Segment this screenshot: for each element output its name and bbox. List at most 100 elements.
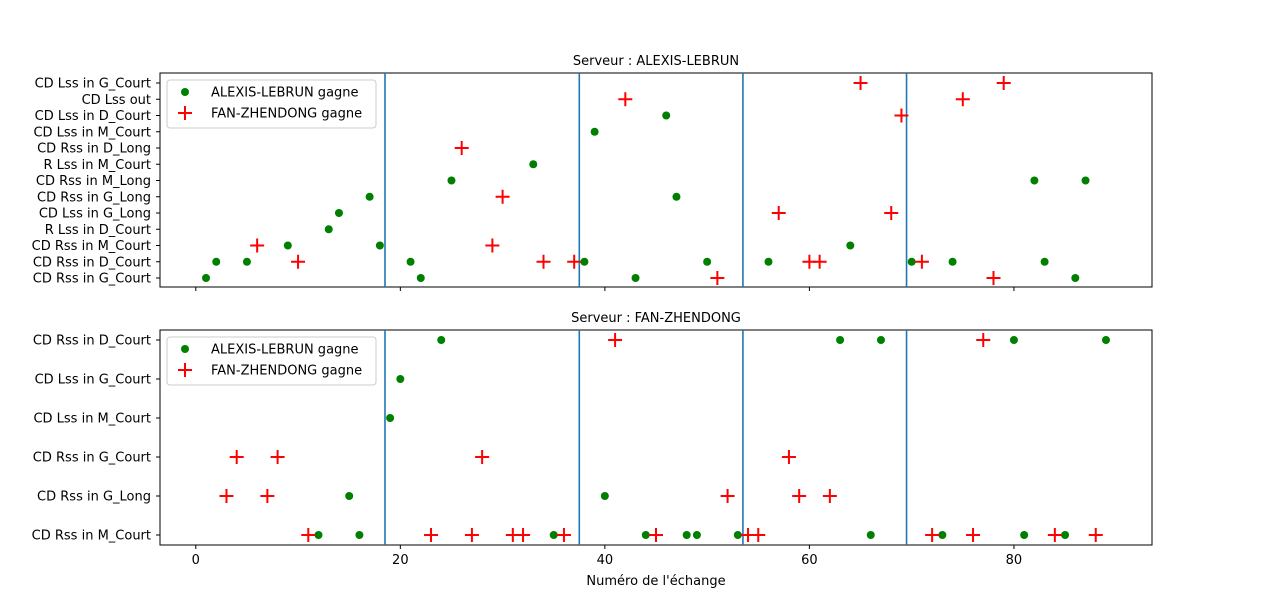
y-tick-label: CD Rss in D_Long (37, 142, 151, 157)
y-tick-label: CD Lss in G_Court (35, 77, 151, 92)
legend-marker-fan-zhendong-gagne (178, 106, 192, 120)
point-alexis-lebrun-gagne (672, 192, 681, 201)
point-alexis-lebrun-gagne (1020, 531, 1029, 539)
point-fan-zhendong-gagne (618, 92, 633, 107)
y-tick-label: CD Rss in M_Court (32, 529, 151, 544)
y-tick-label: R Lss in D_Court (45, 223, 151, 238)
point-alexis-lebrun-gagne (641, 531, 650, 539)
y-tick-label: R Lss in M_Court (44, 158, 152, 173)
point-alexis-lebrun-gagne (662, 111, 671, 120)
point-fan-zhendong-gagne (301, 528, 316, 542)
legend-marker-alexis-lebrun-gagne (181, 88, 189, 96)
point-alexis-lebrun-gagne (345, 492, 354, 500)
x-axis-label: Numéro de l'échange (586, 574, 725, 589)
point-alexis-lebrun-gagne (876, 336, 885, 344)
point-alexis-lebrun-gagne (846, 241, 855, 250)
plot-area: 0 20 40 60 80 CD Rss in M_Court CD Rss in G_Lo… (32, 329, 1153, 568)
point-fan-zhendong-gagne (812, 254, 827, 269)
point-alexis-lebrun-gagne (529, 160, 538, 169)
point-fan-zhendong-gagne (751, 528, 766, 542)
point-alexis-lebrun-gagne (682, 531, 691, 539)
x-tick-label: 60 (801, 553, 818, 568)
point-alexis-lebrun-gagne (365, 192, 374, 201)
point-alexis-lebrun-gagne (406, 257, 415, 266)
point-fan-zhendong-gagne (986, 271, 1001, 285)
y-tick-label: CD Lss in G_Long (39, 207, 151, 222)
point-fan-zhendong-gagne (771, 206, 786, 220)
point-alexis-lebrun-gagne (416, 274, 425, 282)
point-fan-zhendong-gagne (792, 489, 807, 503)
point-fan-zhendong-gagne (914, 254, 929, 269)
point-alexis-lebrun-gagne (386, 414, 395, 422)
legend: ALEXIS-LEBRUN gagne FAN-ZHENDONG gagne (166, 336, 377, 386)
point-alexis-lebrun-gagne (866, 531, 875, 539)
point-fan-zhendong-gagne (464, 528, 479, 542)
point-fan-zhendong-gagne (270, 450, 285, 464)
point-alexis-lebrun-gagne (202, 274, 211, 282)
y-tick-label: CD Lss in D_Court (35, 109, 151, 124)
x-tick-label: 20 (392, 553, 409, 568)
point-fan-zhendong-gagne (649, 528, 663, 542)
point-fan-zhendong-gagne (567, 254, 582, 269)
point-fan-zhendong-gagne (1088, 528, 1103, 542)
point-alexis-lebrun-gagne (590, 127, 599, 136)
point-alexis-lebrun-gagne (703, 257, 712, 266)
point-fan-zhendong-gagne (781, 450, 796, 464)
point-alexis-lebrun-gagne (1061, 531, 1070, 539)
point-alexis-lebrun-gagne (447, 176, 456, 185)
legend-label: ALEXIS-LEBRUN gagne (211, 86, 359, 101)
point-fan-zhendong-gagne (516, 528, 531, 542)
chart-panel-alexis-lebrun: Serveur : ALEXIS-LEBRUN CD Rss in G_Cour… (32, 54, 1153, 291)
point-alexis-lebrun-gagne (334, 209, 343, 217)
point-alexis-lebrun-gagne (437, 336, 446, 344)
point-fan-zhendong-gagne (291, 254, 306, 269)
point-alexis-lebrun-gagne (938, 531, 947, 539)
point-alexis-lebrun-gagne (314, 531, 323, 539)
point-alexis-lebrun-gagne (396, 375, 405, 383)
point-alexis-lebrun-gagne (1009, 336, 1018, 344)
y-tick-label: CD Rss in G_Long (37, 490, 151, 505)
x-tick-label: 40 (597, 553, 614, 568)
point-alexis-lebrun-gagne (375, 241, 384, 250)
point-alexis-lebrun-gagne (1040, 257, 1049, 266)
point-alexis-lebrun-gagne (355, 531, 364, 539)
point-fan-zhendong-gagne (260, 489, 275, 503)
point-fan-zhendong-gagne (925, 528, 940, 542)
point-fan-zhendong-gagne (229, 450, 244, 464)
point-alexis-lebrun-gagne (948, 257, 957, 266)
point-fan-zhendong-gagne (853, 76, 868, 90)
point-fan-zhendong-gagne (976, 333, 991, 347)
point-fan-zhendong-gagne (996, 76, 1011, 90)
point-fan-zhendong-gagne (495, 189, 510, 204)
point-fan-zhendong-gagne (710, 271, 725, 285)
point-alexis-lebrun-gagne (631, 274, 640, 282)
chart-title: Serveur : ALEXIS-LEBRUN (573, 54, 739, 69)
y-tick-label: CD Lss in M_Court (33, 125, 151, 140)
point-alexis-lebrun-gagne (212, 257, 221, 266)
point-alexis-lebrun-gagne (764, 257, 773, 266)
legend-box (166, 79, 377, 129)
point-fan-zhendong-gagne (219, 489, 234, 503)
point-fan-zhendong-gagne (608, 333, 623, 347)
y-tick-label: CD Rss in M_Long (36, 174, 151, 189)
point-alexis-lebrun-gagne (549, 531, 558, 539)
point-fan-zhendong-gagne (250, 238, 265, 253)
point-alexis-lebrun-gagne (733, 531, 742, 539)
point-alexis-lebrun-gagne (324, 225, 333, 234)
point-fan-zhendong-gagne (955, 92, 970, 107)
point-alexis-lebrun-gagne (907, 257, 916, 266)
legend-box (166, 336, 377, 386)
point-alexis-lebrun-gagne (242, 257, 251, 266)
y-tick-label: CD Rss in G_Court (33, 451, 151, 466)
point-fan-zhendong-gagne (884, 206, 899, 220)
legend: ALEXIS-LEBRUN gagne FAN-ZHENDONG gagne (166, 79, 377, 129)
point-fan-zhendong-gagne (556, 528, 571, 542)
y-tick-label: CD Rss in D_Court (33, 334, 151, 349)
y-tick-label: CD Rss in G_Court (33, 272, 151, 287)
y-tick-label: CD Lss in G_Court (35, 373, 151, 388)
point-alexis-lebrun-gagne (600, 492, 609, 500)
point-fan-zhendong-gagne (894, 108, 909, 123)
point-alexis-lebrun-gagne (1101, 336, 1110, 344)
y-tick-label: CD Rss in M_Court (32, 239, 151, 254)
point-alexis-lebrun-gagne (692, 531, 701, 539)
